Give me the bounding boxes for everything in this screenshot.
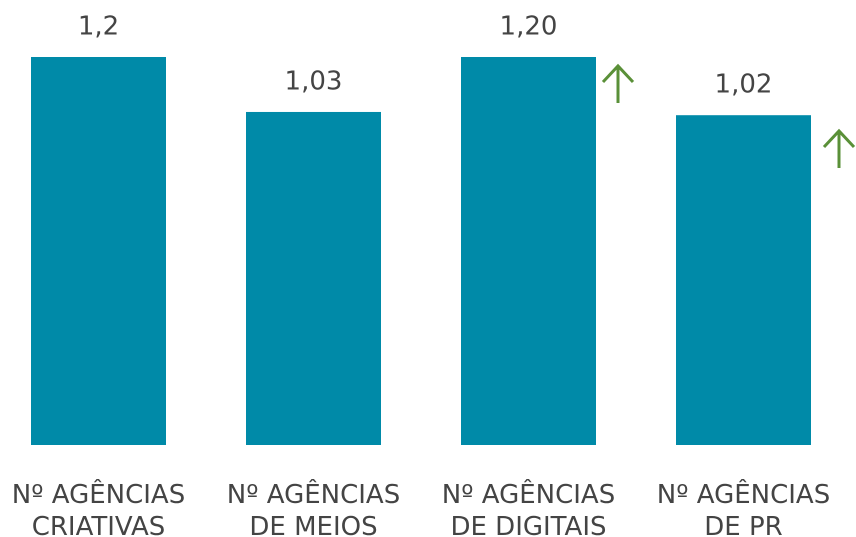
x-tick-label: Nº AGÊNCIAS CRIATIVAS (12, 478, 185, 537)
value-label: 1,02 (715, 70, 773, 100)
bar (31, 57, 166, 445)
value-label: 1,20 (500, 12, 558, 42)
value-label: 1,2 (78, 12, 119, 42)
up-arrow (822, 128, 856, 168)
x-tick-label: Nº AGÊNCIAS DE MEIOS (227, 478, 400, 537)
x-tick-label: Nº AGÊNCIAS DE PR (657, 478, 830, 537)
bar (461, 57, 596, 445)
bar (246, 111, 381, 445)
up-arrow (601, 63, 635, 103)
bar (676, 115, 811, 445)
x-tick-label: Nº AGÊNCIAS DE DIGITAIS (442, 478, 615, 537)
value-label: 1,03 (285, 66, 343, 96)
